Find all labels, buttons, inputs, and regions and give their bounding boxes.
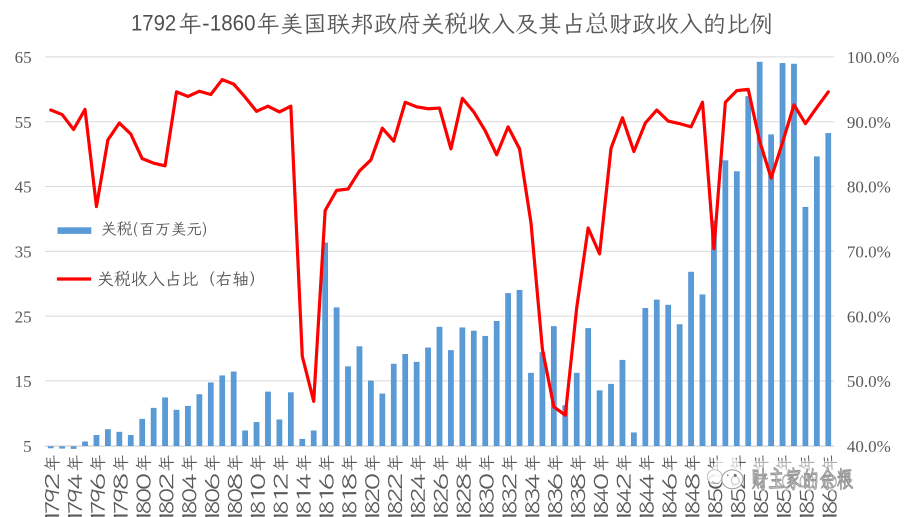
svg-text:40.0%: 40.0%: [847, 437, 891, 456]
svg-text:50.0%: 50.0%: [847, 372, 891, 391]
svg-text:-: -: [202, 11, 210, 36]
svg-text:90.0%: 90.0%: [847, 113, 891, 132]
svg-text:55: 55: [15, 113, 32, 132]
svg-text:25: 25: [15, 307, 32, 326]
svg-text:5: 5: [23, 437, 32, 456]
svg-text:60.0%: 60.0%: [847, 307, 891, 326]
svg-text:1860: 1860: [210, 11, 256, 36]
svg-text:45: 45: [15, 178, 32, 197]
svg-text:80.0%: 80.0%: [847, 178, 891, 197]
svg-text:1792: 1792: [131, 11, 176, 36]
svg-text:15: 15: [15, 372, 32, 391]
svg-text:100.0%: 100.0%: [847, 48, 899, 67]
svg-text:70.0%: 70.0%: [847, 243, 891, 262]
svg-text:35: 35: [15, 243, 32, 262]
svg-text:65: 65: [15, 48, 32, 67]
